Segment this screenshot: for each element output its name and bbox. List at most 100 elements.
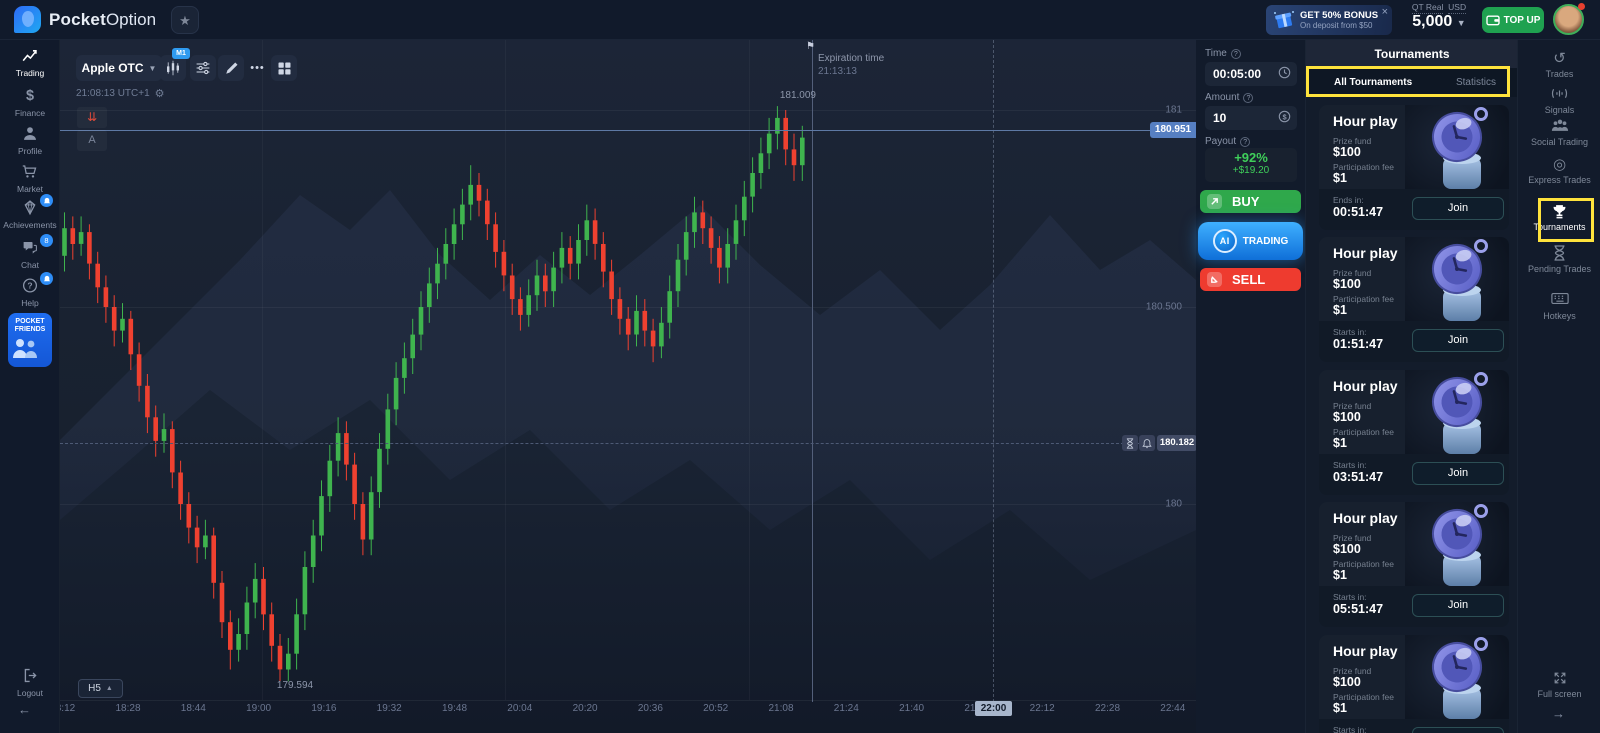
- sidebar-item-label: Hotkeys: [1543, 311, 1576, 321]
- info-icon[interactable]: ?: [1243, 92, 1254, 103]
- clock-icon[interactable]: [1278, 66, 1291, 79]
- info-icon[interactable]: ?: [1230, 48, 1241, 59]
- sidebar-item-trades[interactable]: ↺ Trades: [1518, 50, 1600, 79]
- join-button[interactable]: Join: [1412, 197, 1504, 220]
- sidebar-item-achievements[interactable]: Achievements: [0, 194, 60, 230]
- sidebar-item-label: Express Trades: [1528, 175, 1591, 185]
- fullscreen-button[interactable]: Full screen: [1518, 670, 1600, 699]
- finance-icon: $: [0, 87, 60, 105]
- payout-box: +92% +$19.20: [1205, 148, 1297, 182]
- sidebar-item-chat[interactable]: 8 Chat: [0, 234, 60, 270]
- top-up-button[interactable]: TOP UP: [1482, 7, 1544, 33]
- amount-input[interactable]: 10 $: [1205, 106, 1297, 130]
- more-tools-button[interactable]: •••: [247, 55, 268, 81]
- time-input[interactable]: 00:05:00: [1205, 62, 1297, 86]
- payout-label: Payout?: [1205, 136, 1251, 147]
- chart-type-button[interactable]: [160, 55, 186, 81]
- sidebar-item-market[interactable]: Market: [0, 163, 60, 194]
- ai-trading-button[interactable]: AI TRADING: [1198, 222, 1303, 260]
- join-button[interactable]: Join: [1412, 329, 1504, 352]
- avatar[interactable]: [1553, 4, 1584, 35]
- payout-percent: +92%: [1234, 150, 1268, 165]
- chart-tool-text-button[interactable]: A: [77, 130, 107, 151]
- sidebar-item-hotkeys[interactable]: Hotkeys: [1518, 292, 1600, 321]
- market-icon: [0, 163, 60, 181]
- next-hour-dashed-line: [993, 40, 994, 702]
- buy-button[interactable]: BUY: [1200, 190, 1301, 213]
- asset-selector[interactable]: Apple OTC ▼: [76, 55, 162, 81]
- sidebar-item-trading[interactable]: Trading: [0, 47, 60, 78]
- tournament-title: Hour play: [1333, 643, 1398, 659]
- hotkeys-icon: [1518, 292, 1600, 309]
- sidebar-item-profile[interactable]: Profile: [0, 125, 60, 156]
- scroll-left-icon[interactable]: ←: [18, 702, 31, 717]
- tab-statistics[interactable]: Statistics: [1455, 77, 1496, 88]
- x-axis-label: 18:28: [115, 703, 141, 714]
- favorite-star-button[interactable]: ★: [171, 6, 199, 34]
- sidebar-item-finance[interactable]: $ Finance: [0, 87, 60, 118]
- sidebar-item-label: Tournaments: [1533, 222, 1586, 232]
- brand-logo[interactable]: PocketOption: [14, 6, 156, 33]
- chat-icon: 8: [0, 234, 60, 257]
- account-selector[interactable]: QT Real USD 5,000 ▼: [1408, 2, 1470, 31]
- bonus-banner[interactable]: GET 50% BONUS On deposit from $50 ×: [1266, 5, 1392, 35]
- sidebar-item-signals[interactable]: Signals: [1518, 86, 1600, 115]
- prize-fund-label: Prize fund: [1333, 666, 1372, 676]
- x-axis-label: 20:04: [507, 703, 533, 714]
- pocket-friends-card[interactable]: POCKET FRIENDS: [8, 313, 52, 367]
- x-axis-label: 18:12: [60, 703, 76, 714]
- bonus-title: GET 50% BONUS: [1300, 9, 1379, 21]
- tournament-card: Hour play Prize fund $100 Participation fee…: [1319, 237, 1509, 362]
- countdown-label: Starts in:: [1333, 327, 1367, 337]
- tournament-clock-image: [1405, 635, 1509, 719]
- sidebar-item-express-trades[interactable]: ◎ Express Trades: [1518, 156, 1600, 185]
- sidebar-item-logout[interactable]: Logout: [0, 667, 60, 698]
- timeframe-selector[interactable]: H5 ▲: [78, 679, 123, 698]
- sidebar-item-pending-trades[interactable]: Pending Trades: [1518, 245, 1600, 274]
- scroll-right-icon[interactable]: →: [1552, 706, 1565, 721]
- chart-area[interactable]: 181 180.500 180 18:12 18:28 18:44 19:00 19:16 1…: [60, 40, 1196, 733]
- drawing-tools-button[interactable]: [218, 55, 244, 81]
- sidebar-item-label: Finance: [14, 108, 46, 118]
- dollar-icon[interactable]: $: [1278, 110, 1291, 123]
- chart-tool-arrows-button[interactable]: ⇊: [77, 107, 107, 128]
- right-sidebar: ↺ Trades Signals Social Trading ◎ Express Tra…: [1517, 40, 1600, 733]
- join-button[interactable]: Join: [1412, 594, 1504, 617]
- x-axis-label: 22:12: [1029, 703, 1055, 714]
- sell-button[interactable]: SELL: [1200, 268, 1301, 291]
- sidebar-item-tournaments[interactable]: Tournaments: [1518, 203, 1600, 232]
- participation-fee-label: Participation fee: [1333, 294, 1394, 304]
- close-icon[interactable]: ×: [1381, 6, 1388, 18]
- indicators-button[interactable]: [190, 55, 216, 81]
- tab-all-tournaments[interactable]: All Tournaments: [1334, 77, 1413, 88]
- participation-fee-value: $1: [1333, 701, 1347, 715]
- expiration-line: [812, 40, 813, 702]
- count-badge: 8: [40, 234, 53, 247]
- info-icon[interactable]: ?: [1240, 136, 1251, 147]
- trade-line-hourglass-button[interactable]: [1122, 435, 1138, 451]
- sidebar-item-social-trading[interactable]: Social Trading: [1518, 118, 1600, 147]
- server-clock: 21:08:13 UTC+1 ⚙: [76, 88, 165, 100]
- y-axis-label: 180.500: [1145, 301, 1182, 313]
- gear-icon[interactable]: ⚙: [154, 88, 165, 100]
- svg-text:$: $: [26, 88, 34, 104]
- tournament-card: Hour play Prize fund $100 Participation fee…: [1319, 105, 1509, 230]
- join-button[interactable]: Join: [1412, 462, 1504, 485]
- account-balance: 5,000 ▼: [1412, 13, 1466, 30]
- countdown-value: 03:51:47: [1333, 470, 1384, 484]
- topbar: PocketOption ★ GET 50% BONUS On deposit …: [0, 0, 1600, 40]
- trade-level-dashed-line: [60, 443, 1154, 444]
- sidebar-item-help[interactable]: ? Help: [0, 272, 60, 308]
- logout-icon: [0, 667, 60, 685]
- high-price-label: 181.009: [779, 90, 816, 101]
- trade-line-bell-button[interactable]: [1139, 435, 1155, 451]
- trade-line-price-badge: 180.182: [1157, 435, 1196, 451]
- expiration-time-value: 21:13:13: [818, 66, 857, 77]
- brand-logo-icon: [14, 6, 41, 33]
- layout-grid-button[interactable]: [271, 55, 297, 81]
- join-button[interactable]: Join: [1412, 727, 1504, 733]
- current-price-line: [60, 130, 1150, 131]
- countdown-label: Starts in:: [1333, 725, 1367, 733]
- x-axis-label: 20:20: [572, 703, 598, 714]
- participation-fee-value: $1: [1333, 303, 1347, 317]
